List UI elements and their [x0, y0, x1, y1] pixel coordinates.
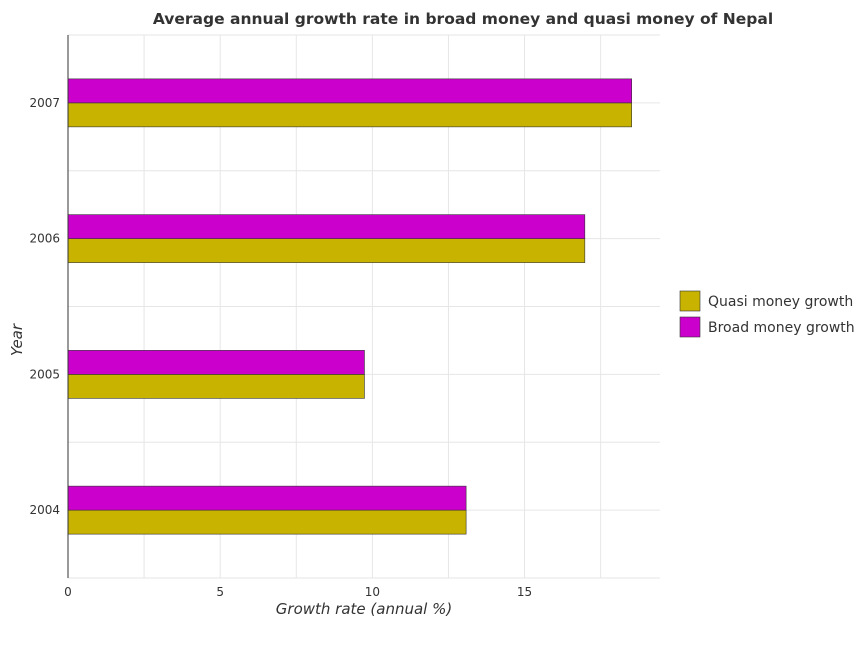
bar-broad-money-growth-2004 [67, 485, 467, 511]
y-axis-title: Year [8, 323, 26, 356]
legend-swatch [679, 290, 701, 312]
bar-broad-money-growth-2006 [67, 214, 586, 239]
bars [67, 78, 632, 535]
legend: Quasi money growth Broad money growth [679, 290, 855, 338]
x-tick-label: 15 [517, 585, 532, 599]
bar-quasi-money-growth-2007 [67, 102, 632, 128]
y-tick-label: 2005 [29, 367, 60, 381]
bar-quasi-money-growth-2004 [67, 509, 467, 535]
bar-quasi-money-growth-2006 [67, 238, 586, 263]
legend-label: Broad money growth [708, 320, 855, 336]
y-tick-label: 2006 [29, 232, 60, 246]
x-tick-label: 10 [365, 585, 380, 599]
bar-broad-money-growth-2005 [67, 350, 365, 375]
bar-broad-money-growth-2007 [67, 78, 632, 104]
legend-swatch [679, 316, 701, 338]
tick-labels: 0 5 10 15 2004 2005 2006 2007 [29, 96, 532, 599]
bar-quasi-money-growth-2005 [67, 374, 365, 399]
x-tick-label: 5 [216, 585, 224, 599]
legend-label: Quasi money growth [708, 294, 853, 310]
x-axis-title: Growth rate (annual %) [276, 600, 452, 618]
y-tick-label: 2007 [29, 96, 60, 110]
chart-title: Average annual growth rate in broad mone… [153, 10, 773, 28]
x-tick-label: 0 [64, 585, 72, 599]
y-tick-label: 2004 [29, 503, 60, 517]
